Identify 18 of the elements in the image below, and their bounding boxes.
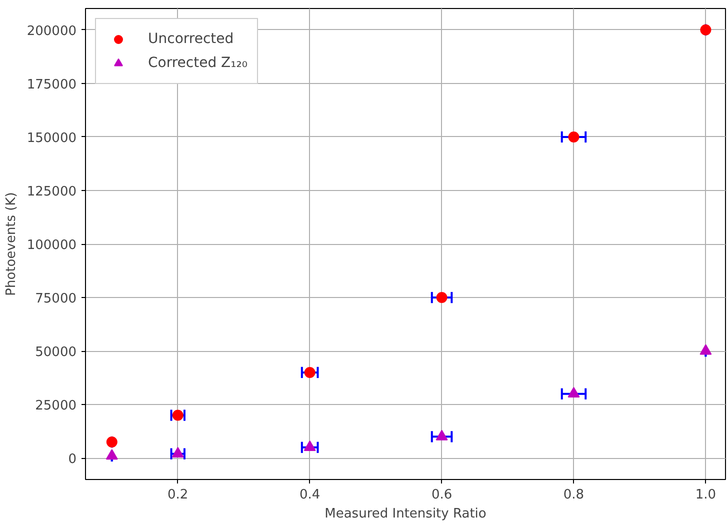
x-tick-label: 0.8: [563, 488, 584, 502]
legend-label: Corrected Z₁₂₀: [148, 55, 248, 71]
y-axis-title: Photoevents (K): [4, 192, 19, 296]
y-tick-label: 0: [68, 452, 77, 468]
y-tick-label: 25000: [35, 398, 77, 414]
legend-label: Uncorrected: [148, 31, 234, 47]
y-tick-label: 100000: [26, 238, 77, 253]
y-tick-label: 200000: [26, 24, 77, 39]
y-tick-label: 150000: [26, 130, 77, 146]
y-tick-label: 175000: [26, 77, 77, 92]
y-tick-label: 50000: [35, 345, 77, 360]
x-tick-label: 0.4: [299, 488, 320, 502]
y-tick-label: 125000: [26, 184, 77, 200]
y-tick-label: 75000: [35, 292, 77, 307]
x-axis-title: Measured Intensity Ratio: [324, 506, 486, 522]
x-tick-label: 0.6: [431, 488, 452, 502]
x-tick-label: 1.0: [695, 488, 716, 502]
x-tick-label: 0.2: [168, 488, 188, 502]
